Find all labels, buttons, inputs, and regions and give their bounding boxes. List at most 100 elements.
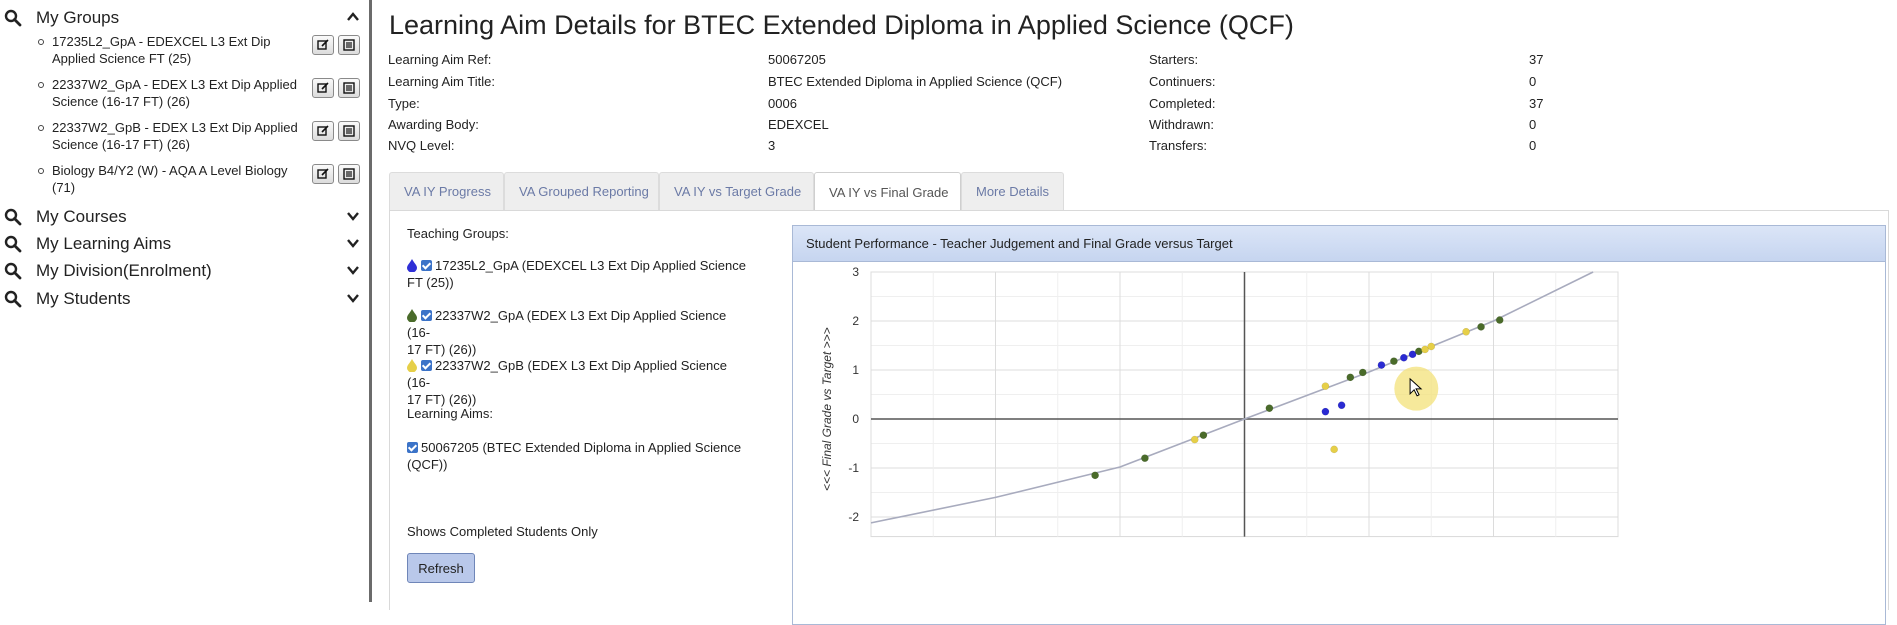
edit-icon — [317, 168, 329, 179]
data-point — [1199, 431, 1208, 440]
detail-label: Learning Aim Ref: — [388, 52, 492, 67]
stat-label: Continuers: — [1149, 74, 1216, 89]
data-point — [1421, 345, 1429, 354]
main-content: Learning Aim Details for BTEC Extended D… — [375, 0, 1897, 625]
section-my-groups[interactable]: My Groups — [0, 6, 372, 30]
data-point — [1337, 401, 1346, 410]
teaching-group-label-cont: FT (25)) — [407, 275, 454, 290]
section-my-learning-aims[interactable]: My Learning Aims — [0, 232, 372, 256]
chevron-up-icon[interactable] — [346, 10, 360, 24]
y-tick-label: 3 — [852, 265, 859, 279]
group-item: 22337W2_GpB - EDEX L3 Ext Dip Applied Sci… — [38, 119, 368, 159]
y-tick-label: 2 — [852, 314, 859, 328]
data-point — [1495, 316, 1504, 324]
data-point — [1462, 327, 1470, 336]
chart-title: Student Performance - Teacher Judgement … — [793, 226, 1885, 262]
mouse-cursor-icon — [1409, 377, 1423, 397]
teaching-group-label: 22337W2_GpA (EDEX L3 Ext Dip Applied Sci… — [407, 308, 727, 340]
learning-aims-label: Learning Aims: — [407, 406, 493, 421]
report-button[interactable] — [338, 78, 360, 98]
detail-value: 3 — [768, 138, 776, 153]
refresh-button[interactable]: Refresh — [407, 553, 475, 583]
report-icon — [343, 39, 355, 51]
chevron-down-icon[interactable] — [346, 209, 360, 223]
detail-value: EDEXCEL — [768, 117, 829, 132]
drop-shape — [407, 259, 417, 272]
y-tick-label: 0 — [852, 412, 859, 426]
stat-label: Starters: — [1149, 52, 1199, 67]
data-point — [1190, 435, 1199, 444]
data-point — [1400, 353, 1408, 362]
page-title: Learning Aim Details for BTEC Extended D… — [389, 10, 1294, 40]
search-icon — [4, 208, 22, 226]
data-point — [1358, 368, 1367, 377]
teaching-group-checkbox[interactable] — [421, 360, 432, 371]
report-icon — [343, 82, 355, 94]
scatter-chart[interactable]: 3 2 1 0 -1 -2 <<< Final Grade vs Target >>> — [793, 262, 1885, 622]
detail-value: 0006 — [768, 96, 797, 111]
section-my-courses[interactable]: My Courses — [0, 205, 372, 229]
teaching-group-option[interactable]: 22337W2_GpA (EDEX L3 Ext Dip Applied Sci… — [407, 307, 752, 358]
group-item: 22337W2_GpA - EDEX L3 Ext Dip Applied Sci… — [38, 76, 368, 116]
group-link[interactable]: 22337W2_GpB - EDEX L3 Ext Dip Applied Sci… — [52, 119, 312, 153]
teaching-group-checkbox[interactable] — [421, 260, 432, 271]
teaching-group-option[interactable]: 22337W2_GpB (EDEX L3 Ext Dip Applied Sci… — [407, 357, 752, 408]
stat-value: 0 — [1529, 138, 1537, 153]
tab-va-iy-progress[interactable]: VA IY Progress — [389, 172, 504, 210]
edit-icon — [317, 125, 329, 136]
stat-label: Withdrawn: — [1149, 117, 1215, 132]
report-icon — [343, 168, 355, 180]
group-link[interactable]: 22337W2_GpA - EDEX L3 Ext Dip Applied Sci… — [52, 76, 312, 110]
group-name-cont: Applied Science FT (25) — [52, 51, 192, 66]
data-point — [1321, 382, 1330, 391]
edit-button[interactable] — [312, 78, 334, 98]
bullet — [38, 82, 44, 88]
report-icon — [343, 125, 355, 137]
learning-aim-checkbox[interactable] — [407, 442, 418, 453]
group-name-cont: Science (16-17 FT) (26) — [52, 94, 190, 109]
edit-icon — [317, 82, 329, 93]
tab-va-iy-vs-target-grade[interactable]: VA IY vs Target Grade — [659, 172, 814, 210]
trend-curve — [870, 271, 1594, 524]
section-title: My Groups — [36, 8, 120, 27]
data-point — [1390, 357, 1398, 366]
group-link[interactable]: Biology B4/Y2 (W) - AQA A Level Biology (… — [52, 162, 312, 196]
group-link[interactable]: 17235L2_GpA - EDEXCEL L3 Ext Dip Applied … — [52, 33, 312, 67]
data-point — [1330, 445, 1338, 454]
detail-label: Learning Aim Title: — [388, 74, 495, 89]
chart-panel: Student Performance - Teacher Judgement … — [792, 225, 1886, 625]
tab-va-iy-vs-final-grade[interactable]: VA IY vs Final Grade — [814, 172, 961, 212]
group-item: Biology B4/Y2 (W) - AQA A Level Biology (… — [38, 162, 368, 202]
group-name: 22337W2_GpA - EDEX L3 Ext Dip Applied — [52, 77, 297, 92]
data-point — [1141, 454, 1149, 463]
group-name-cont: (71) — [52, 180, 76, 195]
detail-label: NVQ Level: — [388, 138, 455, 153]
edit-button[interactable] — [312, 164, 334, 184]
edit-button[interactable] — [312, 121, 334, 141]
chevron-down-icon[interactable] — [346, 263, 360, 277]
search-icon — [4, 262, 22, 280]
data-point — [1427, 342, 1436, 351]
report-button[interactable] — [338, 35, 360, 55]
teaching-group-checkbox[interactable] — [421, 310, 432, 321]
chevron-down-icon[interactable] — [346, 236, 360, 250]
group-item: 17235L2_GpA - EDEXCEL L3 Ext Dip Applied … — [38, 33, 368, 73]
tab-va-grouped-reporting[interactable]: VA Grouped Reporting — [504, 172, 659, 210]
completed-note: Shows Completed Students Only — [407, 524, 598, 539]
section-my-division[interactable]: My Division(Enrolment) — [0, 259, 372, 283]
group-name: Biology B4/Y2 (W) - AQA A Level Biology — [52, 163, 288, 178]
teaching-group-label: 22337W2_GpB (EDEX L3 Ext Dip Applied Sci… — [407, 358, 727, 390]
edit-button[interactable] — [312, 35, 334, 55]
group-color-drop-icon — [407, 259, 417, 272]
data-point — [1321, 407, 1330, 416]
y-tick-label: -1 — [848, 461, 859, 475]
data-point — [1091, 471, 1099, 480]
section-my-students[interactable]: My Students — [0, 287, 372, 311]
bullet — [38, 125, 44, 131]
report-button[interactable] — [338, 164, 360, 184]
chevron-down-icon[interactable] — [346, 291, 360, 305]
learning-aim-option[interactable]: 50067205 (BTEC Extended Diploma in Appli… — [407, 439, 752, 473]
tab-more-details[interactable]: More Details — [961, 172, 1064, 210]
teaching-group-option[interactable]: 17235L2_GpA (EDEXCEL L3 Ext Dip Applied … — [407, 257, 752, 291]
report-button[interactable] — [338, 121, 360, 141]
